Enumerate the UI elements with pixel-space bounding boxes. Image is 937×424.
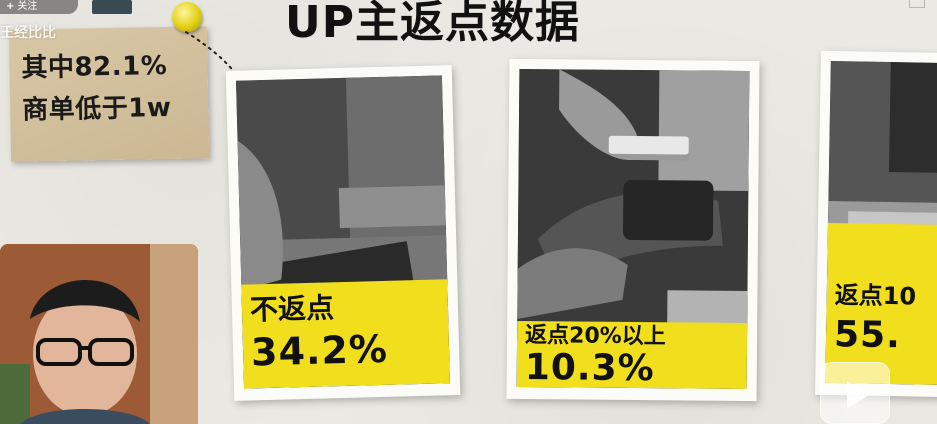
calculator-photo: 不返点 34.2% (235, 75, 450, 389)
stat-value: 55. (833, 314, 902, 357)
play-button[interactable] (820, 362, 890, 424)
stat-card-rebate-20-plus: 返点20%以上 10.3% (506, 58, 760, 402)
webcam-overlay (0, 244, 198, 424)
stat-value: 10.3% (524, 347, 655, 389)
stat-value: 34.2% (250, 326, 389, 375)
money-photo: 返点10 55. (825, 60, 937, 386)
sticky-note-line-1: 其中82.1% (21, 50, 168, 84)
play-icon (847, 381, 869, 409)
follow-label: 关注 (17, 1, 38, 12)
sticky-note-line-2: 商单低于1w (22, 92, 172, 126)
stat-card-no-rebate: 不返点 34.2% (225, 65, 461, 401)
dark-object-corner (92, 0, 132, 14)
presenter-video-art (0, 244, 198, 424)
stat-band: 返点20%以上 10.3% (516, 320, 748, 389)
payment-terminal-photo-art (516, 69, 750, 389)
channel-name-watermark: 王经比比 (0, 25, 56, 41)
plus-icon: + (6, 1, 15, 12)
stat-band: 返点10 55. (825, 222, 937, 386)
stat-label: 不返点 (249, 291, 335, 327)
page-title: UP主返点数据 (285, 0, 580, 48)
stat-band: 不返点 34.2% (241, 279, 450, 389)
stat-label: 返点10 (834, 281, 917, 311)
pin-icon (172, 2, 202, 32)
payment-terminal-photo: 返点20%以上 10.3% (516, 69, 750, 389)
follow-button[interactable]: + 关注 (0, 0, 78, 14)
stat-card-rebate-10: 返点10 55. (815, 50, 937, 398)
corner-fullscreen-icon[interactable] (909, 0, 925, 8)
sticky-note: 其中82.1% 商单低于1w (8, 26, 210, 162)
